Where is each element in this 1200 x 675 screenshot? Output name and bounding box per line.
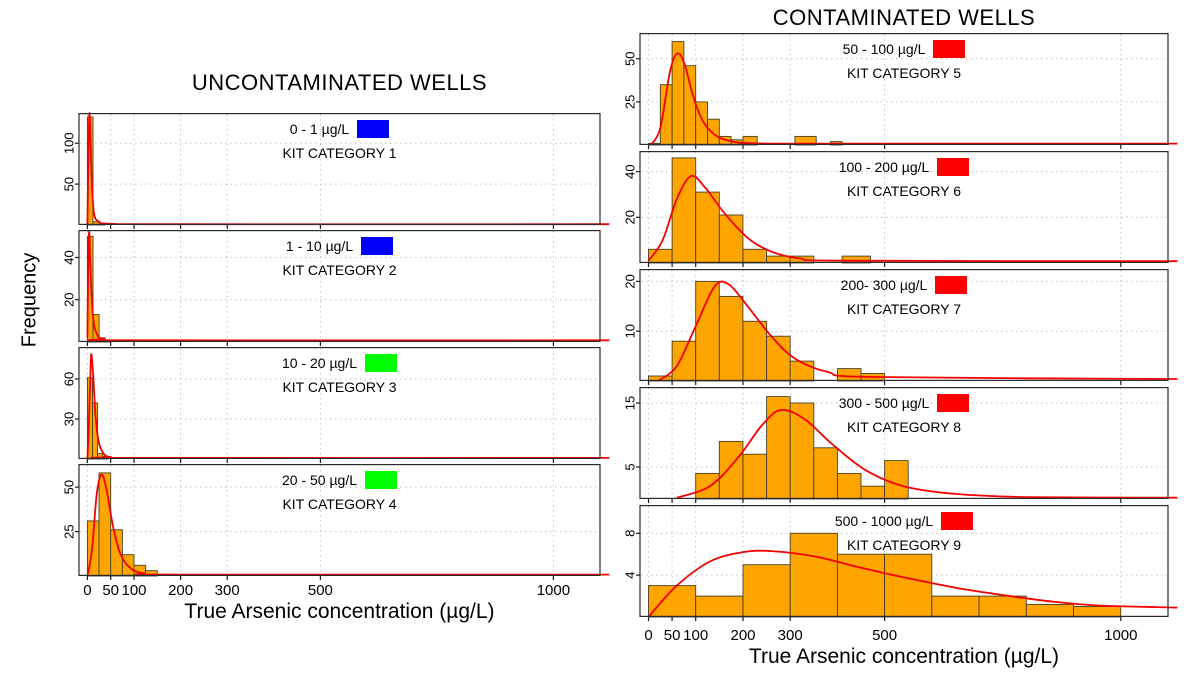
y-tick-label: 50	[62, 177, 77, 191]
x-tick-label: 500	[307, 582, 333, 599]
x-tick-label: 300	[777, 627, 803, 644]
histogram-bar	[742, 248, 768, 264]
histogram-bar	[813, 447, 838, 500]
y-tick-label: 40	[62, 250, 77, 264]
y-tick-label: 30	[62, 412, 77, 426]
density-curve	[647, 549, 1178, 618]
y-tick-label: 25	[62, 524, 77, 538]
x-tick-label: 1000	[1104, 627, 1138, 644]
histogram-bar	[789, 532, 838, 618]
histogram-bar	[98, 472, 112, 577]
y-tick-label: 100	[62, 132, 77, 154]
histogram-panel-1: 50 100 0 - 1 µg/L KIT CATEGORY 1	[55, 112, 610, 229]
histogram-bar	[718, 295, 744, 382]
right-panels-stack: 25 50 50 - 100 µg/L KIT CATEGORY 5 20 40 100 -…	[616, 33, 1178, 623]
x-tick-label: 100	[683, 627, 709, 644]
x-tick-label: 1000	[536, 582, 571, 599]
histogram-panel-5: 25 50 50 - 100 µg/L KIT CATEGORY 5	[616, 33, 1178, 149]
histogram-bar	[1025, 603, 1074, 618]
panel-border	[639, 33, 1169, 146]
histogram-panel-4: 25 50 20 - 50 µg/L KIT CATEGORY 4	[55, 464, 610, 580]
density-curve	[86, 231, 610, 342]
histogram-panel-9: 4 8 500 - 1000 µg/L KIT CATEGORY 9	[616, 505, 1178, 621]
y-tick-label: 40	[623, 164, 638, 178]
x-axis-title-right: True Arsenic concentration (µg/L)	[748, 645, 1060, 668]
density-curve	[86, 473, 610, 577]
histogram-bar	[836, 472, 862, 500]
density-curve	[86, 353, 610, 460]
histogram-bar	[683, 65, 697, 146]
y-tick-label: 50	[623, 52, 638, 66]
x-tick-label: 300	[214, 582, 240, 599]
x-axis-title-left: True Arsenic concentration (µg/L)	[184, 600, 495, 623]
panel-border	[78, 464, 601, 577]
y-tick-label: 60	[62, 372, 77, 386]
density-curve	[676, 408, 1178, 499]
y-tick-label: 10	[623, 324, 638, 338]
histogram-bar	[695, 595, 744, 618]
panel-border	[639, 269, 1169, 382]
histogram-bar	[860, 485, 886, 500]
histogram-bar	[742, 453, 768, 500]
histogram-bar	[836, 368, 862, 382]
histogram-bar	[695, 472, 720, 500]
left-column-title: UNCONTAMINATED WELLS	[191, 70, 488, 95]
density-curve	[86, 112, 610, 226]
panel-border	[78, 347, 601, 460]
x-axis-left: 0 50 100 200 300 500 1000	[79, 582, 600, 600]
x-tick-label: 0	[83, 582, 92, 599]
histogram-panel-7: 10 20 200- 300 µg/L KIT CATEGORY 7	[616, 269, 1178, 385]
y-tick-label: 20	[623, 274, 638, 288]
panel-border	[639, 505, 1169, 618]
x-axis-right: 0 50 100 200 300 500 1000	[640, 627, 1168, 645]
right-column-title: CONTAMINATED WELLS	[772, 5, 1036, 30]
histogram-panel-3: 30 60 10 - 20 µg/L KIT CATEGORY 3	[55, 347, 610, 463]
y-tick-label: 50	[62, 480, 77, 494]
contaminated-wells-column: CONTAMINATED WELLS 25 50 50 - 100 µg/L KIT …	[620, 0, 1200, 675]
histogram-panel-8: 5 15 300 - 500 µg/L KIT CATEGORY 8	[616, 387, 1178, 503]
histogram-bar	[931, 595, 980, 618]
histogram-bar	[789, 360, 815, 382]
density-curve	[657, 280, 1178, 382]
y-tick-label: 20	[62, 292, 77, 306]
density-curve	[650, 52, 1178, 146]
histogram-bar	[671, 157, 697, 264]
density-curve	[647, 174, 1178, 263]
uncontaminated-wells-column: UNCONTAMINATED WELLS Frequency 50 100 0 - …	[18, 70, 610, 623]
y-tick-label: 8	[623, 530, 638, 537]
x-tick-label: 200	[168, 582, 194, 599]
histogram-bar	[742, 564, 791, 618]
y-tick-label: 15	[623, 396, 638, 410]
y-axis-label: Frequency	[18, 252, 41, 348]
histogram-panel-2: 20 40 1 - 10 µg/L KIT CATEGORY 2	[55, 230, 610, 346]
x-tick-label: 200	[730, 627, 756, 644]
histogram-bar	[884, 553, 933, 618]
histogram-bar	[766, 396, 791, 500]
left-panels-stack: 50 100 0 - 1 µg/L KIT CATEGORY 1 20 40 1 - 10 …	[55, 112, 610, 581]
panel-border	[78, 113, 601, 226]
panel-border	[639, 387, 1169, 500]
histogram-panel-6: 20 40 100 - 200 µg/L KIT CATEGORY 6	[616, 151, 1178, 267]
histogram-bar	[742, 320, 768, 382]
x-tick-label: 100	[121, 582, 147, 599]
histogram-bar	[695, 280, 720, 382]
y-tick-label: 4	[623, 571, 638, 578]
x-tick-label: 500	[872, 627, 898, 644]
histogram-bar	[884, 460, 909, 500]
histogram-bar	[978, 595, 1027, 618]
x-tick-label: 0	[644, 627, 653, 644]
histogram-bar	[707, 118, 720, 146]
x-tick-label: 50	[663, 627, 681, 644]
x-tick-label: 50	[102, 582, 120, 599]
panel-border	[639, 151, 1169, 264]
panel-border	[78, 230, 601, 343]
histogram-bar	[1073, 606, 1122, 618]
y-tick-label: 20	[623, 210, 638, 224]
histogram-bar	[718, 440, 744, 500]
y-tick-label: 5	[623, 463, 638, 470]
histogram-bar	[671, 340, 697, 382]
y-tick-label: 25	[623, 95, 638, 109]
